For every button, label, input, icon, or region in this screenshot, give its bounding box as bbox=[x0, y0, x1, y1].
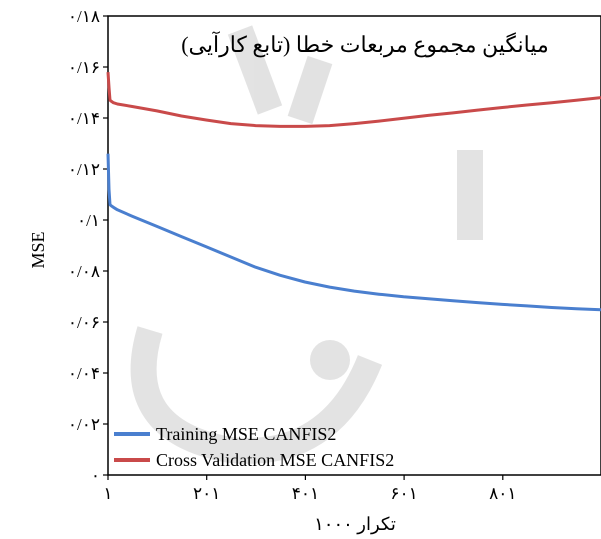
plot-frame bbox=[108, 16, 601, 475]
chart-title: میانگین مجموع مربعات خطا (تابع کارآیی) bbox=[181, 31, 549, 58]
x-axis-ticks: ۱ ۲۰۱ ۴۰۱ ۶۰۱ ۸۰۱ bbox=[103, 475, 516, 503]
y-tick-label: ۰/۱۴ bbox=[68, 109, 100, 128]
y-axis-ticks: ۰ ۰/۰۲ ۰/۰۴ ۰/۰۶ ۰/۰۸ ۰/۱ ۰/۱۲ ۰/۱۴ ۰/۱۶ ۰/۱۸ bbox=[68, 7, 108, 485]
y-tick-label: ۰/۰۸ bbox=[68, 262, 100, 281]
y-tick-label: ۰/۱۸ bbox=[68, 7, 100, 26]
y-tick-label: ۰/۰۶ bbox=[68, 313, 100, 332]
series-line-training bbox=[108, 154, 601, 310]
x-tick-label: ۱ bbox=[103, 484, 112, 503]
y-tick-label: ۰/۱۶ bbox=[68, 58, 100, 77]
y-tick-label: ۰/۱۲ bbox=[68, 160, 100, 179]
y-tick-label: ۰/۱ bbox=[77, 211, 100, 230]
y-tick-label: ۰/۰۴ bbox=[68, 364, 100, 383]
x-axis-label: تکرار ۱۰۰۰ bbox=[314, 514, 396, 535]
series-lines bbox=[108, 72, 601, 310]
legend: Training MSE CANFIS2 Cross Validation MS… bbox=[114, 424, 394, 470]
y-tick-label: ۰ bbox=[91, 466, 100, 485]
x-tick-label: ۸۰۱ bbox=[489, 484, 516, 503]
y-axis-label: MSE bbox=[28, 231, 48, 268]
series-line-cross-validation bbox=[108, 72, 601, 126]
x-tick-label: ۲۰۱ bbox=[193, 484, 220, 503]
legend-label-training: Training MSE CANFIS2 bbox=[156, 424, 336, 444]
legend-label-cross-validation: Cross Validation MSE CANFIS2 bbox=[156, 450, 394, 470]
x-tick-label: ۴۰۱ bbox=[292, 484, 319, 503]
y-tick-label: ۰/۰۲ bbox=[68, 415, 100, 434]
x-tick-label: ۶۰۱ bbox=[390, 484, 417, 503]
